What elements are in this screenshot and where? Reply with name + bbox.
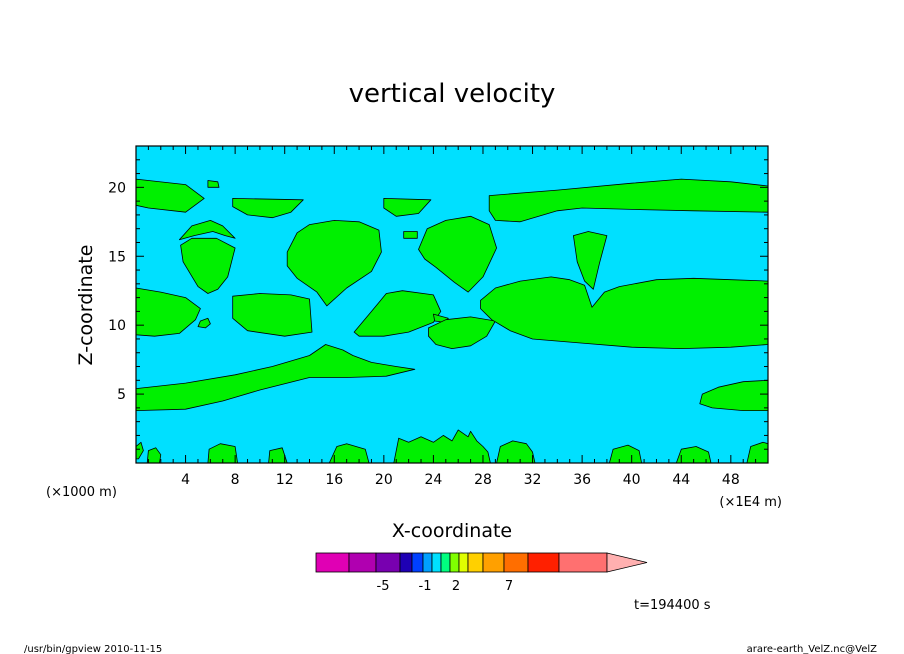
contour-region-27 — [496, 440, 536, 463]
colorbar-cell — [399, 552, 413, 573]
footer-left: /usr/bin/gpview 2010-11-15 — [24, 644, 162, 654]
colorbar-label-neg1: -1 — [419, 579, 432, 594]
contour-region-14 — [232, 293, 313, 337]
footer-right: arare-earth_VelZ.nc@VelZ — [747, 644, 878, 654]
x-tick-label: 48 — [722, 472, 740, 488]
contour-region-9 — [403, 231, 418, 239]
contour-region-4 — [383, 197, 432, 217]
contour-region-13 — [197, 317, 211, 329]
contour-region-30 — [746, 441, 768, 463]
contour-region-22 — [146, 447, 162, 463]
contour-region-5 — [178, 219, 236, 241]
contour-region-17 — [428, 316, 496, 350]
y-tick-label: 10 — [108, 318, 126, 334]
x-tick-label: 16 — [325, 472, 343, 488]
contour-region-25 — [328, 443, 370, 463]
x-unit-right: (×1E4 m) — [719, 495, 782, 510]
contour-region-23 — [207, 443, 239, 463]
colorbar-cell — [431, 552, 442, 573]
y-tick-label: 5 — [117, 387, 126, 403]
contour-region-8 — [286, 219, 382, 307]
contour-region-7 — [180, 237, 236, 294]
colorbar-label-neg5: -5 — [377, 579, 390, 594]
colorbar-cell — [467, 552, 484, 573]
contour-region-15 — [353, 290, 442, 337]
colorbar-label-7: 7 — [505, 579, 513, 594]
colorbar-cell — [375, 552, 401, 573]
contour-region-26 — [393, 429, 491, 463]
y-tick-label: 15 — [108, 249, 126, 265]
contour-region-6 — [488, 178, 768, 223]
contour-region-19 — [136, 344, 416, 412]
colorbar-cell — [348, 552, 377, 573]
chart-title: vertical velocity — [349, 79, 556, 109]
x-tick-label: 44 — [672, 472, 690, 488]
y-axis-label: Z-coordinate — [75, 245, 97, 366]
contour-region-2 — [207, 180, 220, 188]
x-unit-left: (×1000 m) — [46, 485, 117, 500]
x-tick-label: 28 — [474, 472, 492, 488]
colorbar-label-2: 2 — [452, 579, 460, 594]
colorbar-cell — [558, 552, 608, 573]
contour-region-20 — [699, 379, 768, 412]
contour-region-1 — [136, 178, 205, 213]
contour-region-10 — [418, 215, 498, 293]
contour-region-28 — [609, 444, 642, 463]
colorbar-extension-triangle — [606, 552, 648, 573]
x-tick-label: 36 — [573, 472, 591, 488]
colorbar-cell — [503, 552, 529, 573]
contour-region-12 — [136, 287, 201, 337]
contour-region-11 — [573, 231, 608, 290]
x-tick-label: 12 — [276, 472, 294, 488]
colorbar-cell — [411, 552, 424, 573]
contour-region-3 — [232, 197, 304, 219]
colorbar-cell — [315, 552, 350, 573]
x-tick-label: 4 — [181, 472, 190, 488]
x-tick-label: 32 — [524, 472, 542, 488]
contour-regions — [136, 178, 768, 463]
colorbar-labels: -5 -1 2 7 — [377, 579, 514, 594]
x-tick-label: 20 — [375, 472, 393, 488]
contour-region-18 — [480, 276, 768, 350]
y-tick-label: 20 — [108, 180, 126, 196]
colorbar-cell — [527, 552, 560, 573]
contour-region-29 — [675, 446, 712, 463]
colorbar-cell — [440, 552, 451, 573]
colorbar — [315, 552, 648, 573]
plot-frame — [135, 145, 769, 464]
contour-region-21 — [136, 441, 144, 460]
x-tick-label: 8 — [231, 472, 240, 488]
colorbar-cell — [482, 552, 505, 573]
x-axis-label: X-coordinate — [392, 520, 512, 542]
x-tick-label: 24 — [424, 472, 442, 488]
x-tick-label: 40 — [623, 472, 641, 488]
colorbar-cell — [422, 552, 433, 573]
colorbar-cell — [458, 552, 469, 573]
colorbar-cell — [449, 552, 460, 573]
contour-region-24 — [268, 447, 288, 463]
time-label: t=194400 s — [634, 598, 711, 613]
